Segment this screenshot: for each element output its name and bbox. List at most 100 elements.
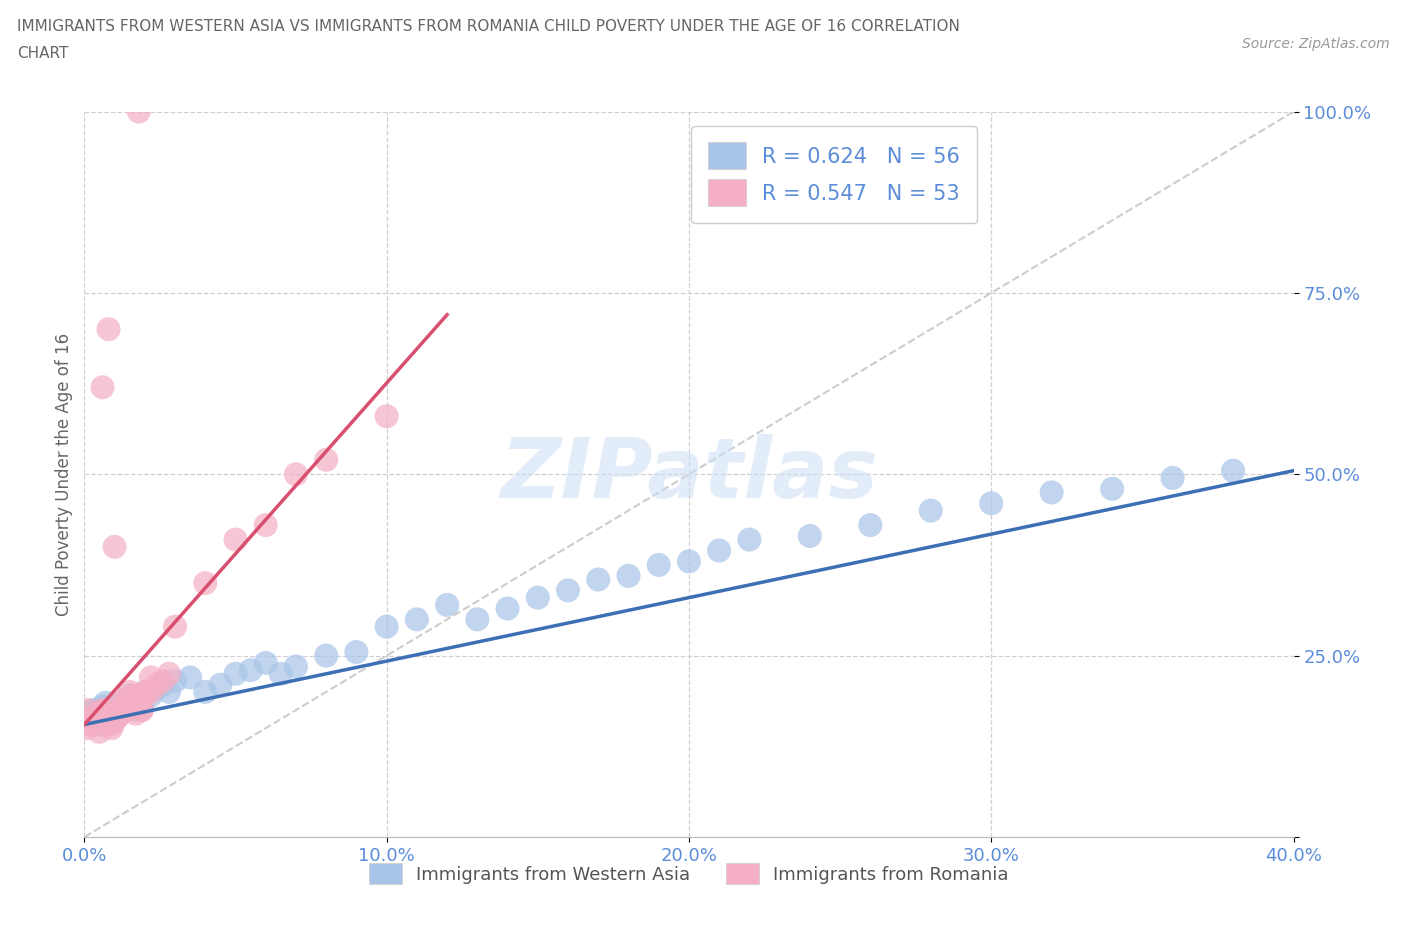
Point (270, 666, 292, 681)
Point (139, 670, 162, 684)
Point (112, 699, 135, 714)
Point (436, 597, 458, 612)
Point (89, 717, 111, 732)
Point (799, 528, 821, 543)
Point (121, 688, 143, 703)
Point (110, 703, 132, 718)
Point (76, 703, 98, 718)
Point (107, 699, 129, 714)
Text: ZIPatlas: ZIPatlas (501, 433, 877, 515)
Point (97, 322, 120, 337)
Y-axis label: Child Poverty Under the Age of 16: Child Poverty Under the Age of 16 (55, 333, 73, 616)
Point (86, 713, 108, 728)
Point (79, 717, 101, 732)
Point (375, 619, 398, 634)
Point (97, 703, 120, 718)
Point (86, 713, 108, 728)
Text: Source: ZipAtlas.com: Source: ZipAtlas.com (1241, 37, 1389, 51)
Point (285, 467, 308, 482)
Point (134, 684, 156, 699)
Point (157, 684, 180, 699)
Point (100, 710, 122, 724)
Point (107, 696, 129, 711)
Point (131, 703, 153, 718)
Point (128, 688, 150, 703)
Point (648, 558, 671, 573)
Point (94, 696, 117, 711)
Point (100, 721, 122, 736)
Point (859, 518, 882, 533)
Point (194, 576, 217, 591)
Point (165, 673, 187, 688)
Point (91, 379, 114, 394)
Point (86, 710, 108, 724)
Point (165, 619, 187, 634)
Point (152, 677, 174, 692)
Text: CHART: CHART (17, 46, 69, 61)
Point (617, 568, 640, 583)
Point (128, 692, 150, 707)
Point (406, 612, 429, 627)
Point (239, 663, 262, 678)
Point (134, 688, 156, 703)
Point (107, 710, 129, 724)
Point (152, 673, 174, 688)
Point (115, 692, 138, 707)
Point (91, 703, 114, 718)
Point (125, 703, 148, 718)
Point (1161, 471, 1184, 485)
Point (89, 706, 111, 721)
Point (225, 666, 247, 681)
Point (738, 532, 761, 547)
Point (125, 696, 148, 711)
Point (76, 710, 98, 724)
Point (100, 717, 122, 732)
Point (315, 648, 337, 663)
Point (76, 721, 98, 736)
Point (225, 532, 247, 547)
Point (118, 688, 141, 703)
Text: IMMIGRANTS FROM WESTERN ASIA VS IMMIGRANTS FROM ROMANIA CHILD POVERTY UNDER THE : IMMIGRANTS FROM WESTERN ASIA VS IMMIGRAN… (17, 19, 960, 33)
Point (920, 503, 942, 518)
Point (157, 666, 180, 681)
Point (131, 699, 153, 714)
Point (346, 644, 368, 659)
Legend: Immigrants from Western Asia, Immigrants from Romania: Immigrants from Western Asia, Immigrants… (360, 855, 1018, 893)
Point (91, 706, 114, 721)
Point (82, 703, 104, 718)
Point (110, 703, 132, 718)
Point (678, 554, 700, 569)
Point (139, 684, 162, 699)
Point (104, 713, 127, 728)
Point (121, 699, 143, 714)
Point (131, 703, 153, 718)
Point (97, 710, 120, 724)
Point (146, 677, 169, 692)
Point (1040, 485, 1063, 500)
Point (1101, 482, 1123, 497)
Point (980, 496, 1002, 511)
Point (467, 612, 489, 627)
Point (285, 659, 308, 674)
Point (115, 703, 138, 718)
Point (375, 409, 398, 424)
Point (194, 684, 217, 699)
Point (82, 713, 104, 728)
Point (139, 688, 162, 703)
Point (209, 677, 232, 692)
Point (115, 692, 138, 707)
Point (104, 539, 127, 554)
Point (91, 699, 114, 714)
Point (254, 656, 277, 671)
Point (94, 717, 117, 732)
Point (1222, 463, 1244, 478)
Point (179, 670, 201, 684)
Point (94, 703, 117, 718)
Point (134, 684, 156, 699)
Point (527, 591, 550, 605)
Point (128, 692, 150, 707)
Point (104, 706, 127, 721)
Point (118, 684, 141, 699)
Point (104, 710, 127, 724)
Point (709, 543, 731, 558)
